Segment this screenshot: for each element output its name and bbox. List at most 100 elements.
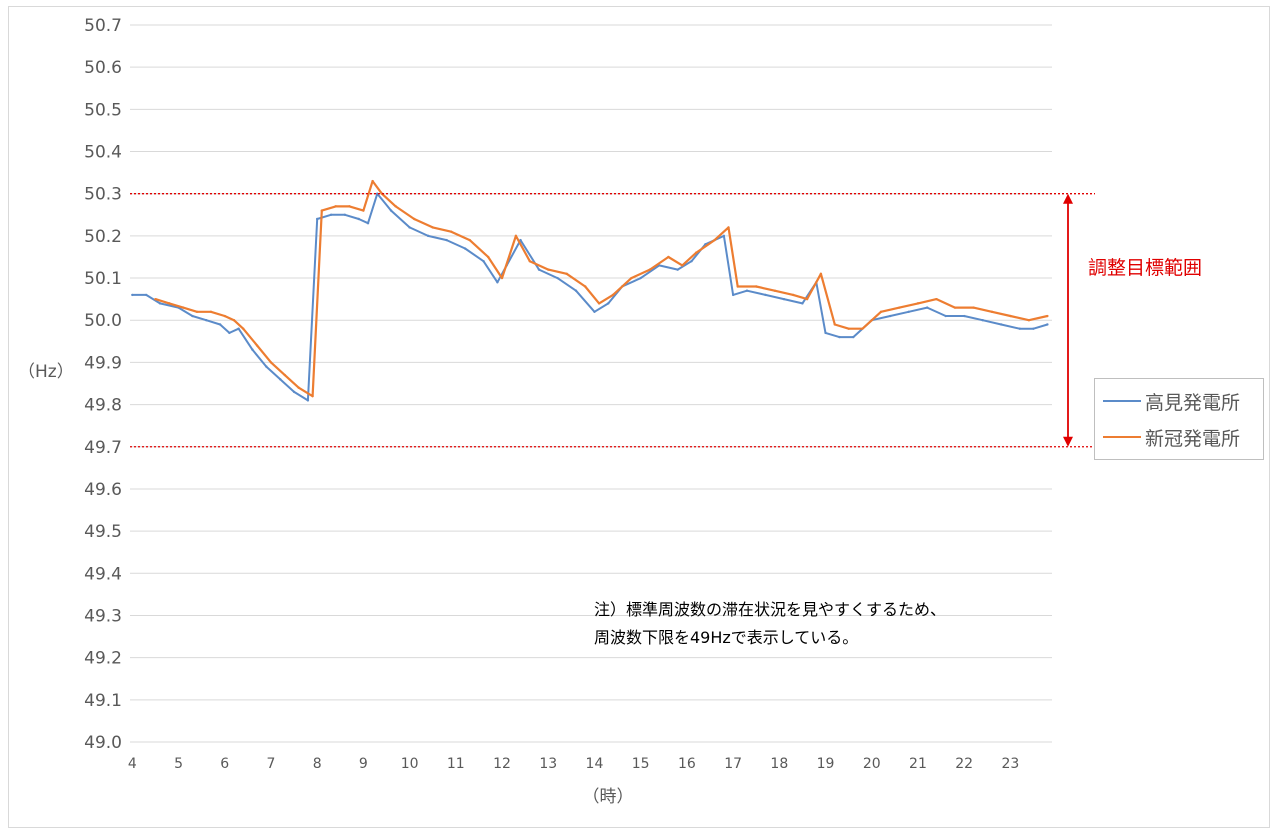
series-point-1	[681, 264, 684, 267]
series-point-1	[898, 306, 901, 309]
series-point-0	[218, 323, 222, 326]
target-range-label: 調整目標範囲	[1088, 257, 1203, 279]
series-line-1	[155, 180, 1048, 398]
series-point-0	[265, 365, 268, 368]
series-point-0	[144, 293, 148, 297]
series-point-1	[597, 302, 601, 305]
series-point-1	[514, 234, 518, 238]
x-tick-label: 20	[863, 756, 881, 772]
series-point-0	[426, 234, 430, 238]
series-point-1	[362, 209, 365, 212]
series-layer	[131, 179, 1049, 402]
x-tick-label: 17	[724, 756, 742, 772]
legend-item-niikappu: 新冠発電所	[1103, 422, 1240, 452]
series-line-0	[132, 192, 1048, 402]
series-point-1	[935, 297, 938, 301]
series-point-0	[366, 222, 370, 225]
legend-swatch-niikappu	[1103, 436, 1141, 438]
note-line-1: 注）標準周波数の滞在状況を見やすくするため、	[594, 600, 947, 619]
chart-frame	[8, 6, 1270, 828]
x-tick-label: 16	[678, 756, 696, 772]
series-point-1	[547, 268, 550, 271]
series-point-1	[667, 255, 670, 259]
series-point-0	[389, 209, 393, 212]
series-point-1	[736, 285, 739, 288]
x-tick-label: 22	[955, 756, 973, 772]
series-point-1	[181, 306, 185, 309]
x-tick-label: 12	[493, 756, 511, 772]
legend-item-takami: 高見発電所	[1103, 386, 1240, 416]
x-tick-label: 6	[220, 756, 229, 772]
legend: 高見発電所 新冠発電所	[1094, 378, 1264, 460]
x-tick-label: 4	[128, 756, 137, 772]
series-point-1	[297, 386, 300, 389]
series-point-1	[713, 238, 716, 242]
y-tick-label: 49.6	[84, 480, 122, 500]
series-point-0	[745, 289, 749, 292]
series-point-1	[431, 226, 434, 229]
series-point-0	[251, 348, 254, 351]
series-point-0	[676, 268, 679, 271]
y-tick-label: 49.1	[84, 691, 122, 711]
y-tick-label: 49.5	[84, 522, 122, 542]
series-point-1	[269, 361, 273, 364]
target-range-layer	[130, 193, 1095, 448]
series-point-1	[755, 285, 758, 288]
x-tick-labels: 4 5 6 7 8 9 10 11 12 13 14 15 16 17 18 19 20 21 22 23	[128, 756, 1019, 772]
series-point-0	[962, 314, 966, 318]
series-point-1	[953, 306, 957, 309]
x-tick-label: 18	[770, 756, 788, 772]
series-point-0	[237, 327, 240, 330]
series-point-0	[279, 378, 282, 381]
series-point-0	[292, 390, 296, 394]
series-point-1	[861, 327, 864, 330]
series-point-1	[413, 217, 416, 221]
series-point-1	[1027, 319, 1031, 322]
series-point-1	[819, 272, 823, 276]
series-point-1	[468, 238, 471, 242]
series-point-0	[593, 310, 596, 313]
series-point-1	[833, 323, 836, 326]
series-point-1	[847, 327, 850, 330]
x-tick-label: 14	[586, 756, 604, 772]
series-point-0	[690, 259, 693, 263]
y-tick-label: 50.1	[84, 269, 122, 289]
series-point-0	[376, 192, 379, 195]
series-point-0	[782, 297, 786, 301]
series-point-1	[727, 226, 730, 229]
x-tick-label: 9	[359, 756, 368, 772]
series-point-1	[990, 310, 994, 313]
x-tick-label: 7	[266, 756, 275, 772]
series-point-1	[773, 289, 776, 292]
legend-label-takami: 高見発電所	[1145, 391, 1241, 414]
series-point-1	[371, 179, 374, 183]
chart-note: 注）標準周波数の滞在状況を見やすくするため、 周波数下限を49Hzで表示している…	[594, 596, 946, 652]
series-point-1	[223, 314, 226, 318]
y-tick-labels: 49.0 49.1 49.2 49.3 49.4 49.5 49.6 49.7 49.8 49.9…	[84, 16, 122, 753]
series-point-1	[805, 297, 809, 301]
series-point-0	[607, 302, 610, 305]
series-point-1	[242, 327, 245, 330]
series-point-0	[801, 302, 804, 305]
series-point-0	[889, 314, 892, 318]
y-axis-label: （Hz）	[18, 362, 74, 382]
series-point-0	[556, 276, 559, 280]
series-point-1	[584, 285, 587, 288]
legend-label-niikappu: 新冠発電所	[1145, 427, 1241, 450]
series-point-1	[565, 272, 568, 276]
series-point-1	[528, 259, 531, 263]
series-point-0	[1018, 327, 1021, 330]
series-point-0	[574, 289, 578, 292]
series-point-1	[154, 297, 157, 301]
series-point-1	[311, 394, 314, 398]
y-tick-label: 50.3	[84, 185, 122, 205]
series-point-0	[408, 226, 411, 229]
series-point-0	[228, 331, 231, 335]
series-point-0	[999, 323, 1003, 326]
x-tick-label: 15	[632, 756, 650, 772]
y-tick-label: 49.8	[84, 396, 122, 416]
series-point-1	[879, 310, 883, 313]
x-tick-label: 10	[401, 756, 419, 772]
x-tick-label: 13	[539, 756, 557, 772]
